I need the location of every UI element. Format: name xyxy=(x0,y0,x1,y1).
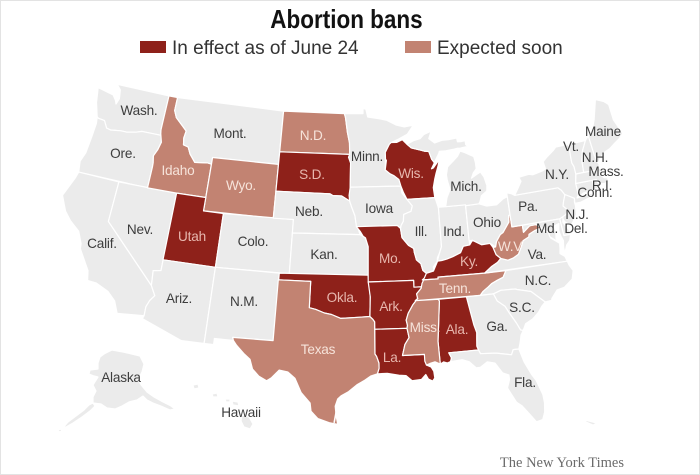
svg-text:S.C.: S.C. xyxy=(509,300,535,315)
svg-text:Del.: Del. xyxy=(564,221,587,236)
svg-text:Okla.: Okla. xyxy=(327,290,358,305)
svg-text:Calif.: Calif. xyxy=(87,236,117,251)
svg-text:Idaho: Idaho xyxy=(161,163,194,178)
svg-text:Ky.: Ky. xyxy=(460,254,478,269)
svg-text:W.V: W.V xyxy=(498,239,522,254)
svg-text:N.M.: N.M. xyxy=(230,294,258,309)
svg-text:Iowa: Iowa xyxy=(365,201,394,216)
svg-text:Maine: Maine xyxy=(585,124,621,139)
svg-text:Minn.: Minn. xyxy=(351,149,383,164)
svg-text:Texas: Texas xyxy=(301,342,336,357)
svg-text:Ark.: Ark. xyxy=(379,299,402,314)
svg-text:Alaska: Alaska xyxy=(101,370,141,385)
svg-text:Colo.: Colo. xyxy=(238,234,269,249)
svg-text:Hawaii: Hawaii xyxy=(221,405,261,420)
svg-text:Fla.: Fla. xyxy=(514,375,536,390)
svg-text:Ohio: Ohio xyxy=(473,215,501,230)
svg-text:Ala.: Ala. xyxy=(446,322,469,337)
svg-text:Wis.: Wis. xyxy=(398,166,424,181)
svg-text:Neb.: Neb. xyxy=(295,204,323,219)
svg-text:S.D.: S.D. xyxy=(299,167,325,182)
svg-text:Pa.: Pa. xyxy=(518,199,538,214)
svg-text:N.C.: N.C. xyxy=(525,273,551,288)
svg-text:Kan.: Kan. xyxy=(310,247,337,262)
svg-text:Mass.: Mass. xyxy=(588,164,623,179)
svg-text:Wyo.: Wyo. xyxy=(226,178,256,193)
svg-text:N.Y.: N.Y. xyxy=(545,167,569,182)
svg-text:Tenn.: Tenn. xyxy=(439,281,471,296)
svg-text:N.J.: N.J. xyxy=(565,207,588,222)
svg-text:Conn.: Conn. xyxy=(577,185,612,200)
svg-text:Ariz.: Ariz. xyxy=(166,291,192,306)
svg-text:N.H.: N.H. xyxy=(582,150,608,165)
svg-text:R.I.: R.I. xyxy=(592,178,612,193)
svg-text:Nev.: Nev. xyxy=(127,222,153,237)
svg-text:Miss.: Miss. xyxy=(410,320,441,335)
svg-text:N.D.: N.D. xyxy=(300,128,326,143)
svg-text:Md.: Md. xyxy=(536,221,558,236)
svg-text:Wash.: Wash. xyxy=(120,103,157,118)
svg-text:Ore.: Ore. xyxy=(110,146,136,161)
svg-text:Mo.: Mo. xyxy=(379,251,401,266)
svg-text:Utah: Utah xyxy=(178,229,206,244)
svg-text:Mich.: Mich. xyxy=(450,179,481,194)
svg-text:Ill.: Ill. xyxy=(415,224,428,239)
svg-text:Vt.: Vt. xyxy=(563,139,579,154)
svg-text:Mont.: Mont. xyxy=(214,126,247,141)
svg-text:Ga.: Ga. xyxy=(486,319,507,334)
svg-text:Ind.: Ind. xyxy=(443,224,465,239)
svg-text:Va.: Va. xyxy=(528,247,547,262)
svg-text:La.: La. xyxy=(383,350,401,365)
